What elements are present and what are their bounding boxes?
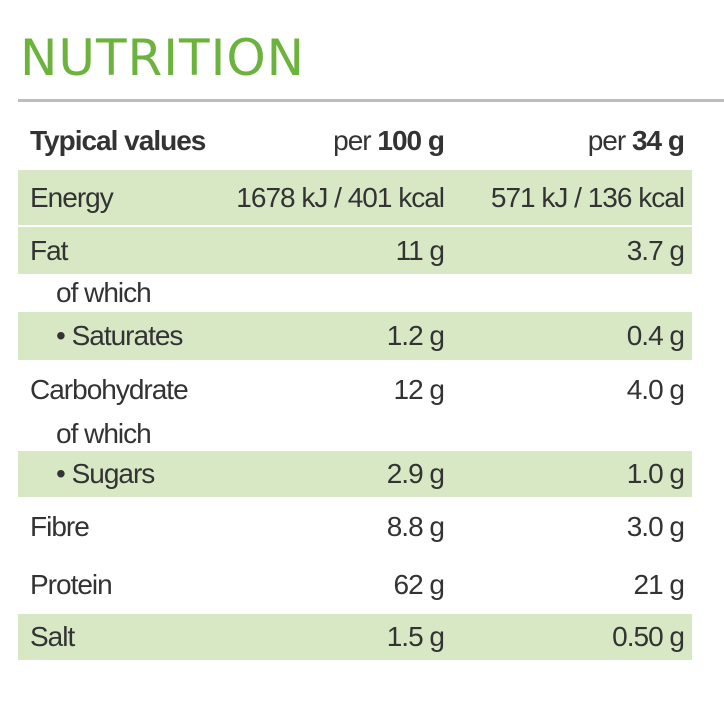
table-row-salt: Salt 1.5 g 0.50 g xyxy=(18,612,692,660)
title-divider xyxy=(18,99,724,102)
row-per-serving: 571 kJ / 136 kcal xyxy=(490,181,685,213)
header-per-100g: per 100 g xyxy=(230,125,446,157)
row-per-100g: 12 g xyxy=(393,373,446,405)
header-label: Typical values xyxy=(30,125,206,156)
row-label: Salt xyxy=(30,621,75,652)
row-per-100g: 1.2 g xyxy=(386,320,445,351)
row-per-serving: 3.0 g xyxy=(626,511,685,542)
row-per-serving: 4.0 g xyxy=(626,373,685,405)
row-label: of which xyxy=(56,418,152,449)
row-label: • Sugars xyxy=(56,458,155,489)
row-label: Fat xyxy=(30,234,68,266)
row-per-serving: 0.4 g xyxy=(626,320,685,351)
table-row-fibre: Fibre 8.8 g 3.0 g xyxy=(18,497,692,555)
row-per-100g: 11 g xyxy=(395,234,445,266)
table-row-energy: Energy 1678 kJ / 401 kcal 571 kJ / 136 k… xyxy=(18,168,692,225)
row-per-serving: 3.7 g xyxy=(626,234,685,266)
row-label: • Saturates xyxy=(56,320,183,351)
table-row-fat-of-which: of which xyxy=(18,274,692,310)
row-label: of which xyxy=(56,277,152,308)
page-title: NUTRITION xyxy=(20,29,306,87)
table-row-saturates: • Saturates 1.2 g 0.4 g xyxy=(18,310,692,360)
header-per-100g-qty: 100 g xyxy=(377,125,445,156)
header-per-serving-qty: 34 g xyxy=(631,125,685,156)
row-label: Energy xyxy=(30,181,114,213)
table-row-sugars: • Sugars 2.9 g 1.0 g xyxy=(18,449,692,497)
row-per-serving: 21 g xyxy=(633,568,686,600)
header-per-serving-prefix: per xyxy=(587,125,626,156)
row-per-100g: 62 g xyxy=(393,568,446,600)
table-row-protein: Protein 62 g 21 g xyxy=(18,555,692,612)
row-label: Protein xyxy=(30,568,113,600)
table-header-row: Typical values per 100 g per 34 g xyxy=(18,112,692,168)
row-per-serving: 0.50 g xyxy=(612,621,685,652)
table-row-carbohydrate-of-which: of which xyxy=(18,417,692,449)
table-row-carbohydrate: Carbohydrate 12 g 4.0 g xyxy=(18,360,692,417)
table-row-fat: Fat 11 g 3.7 g xyxy=(18,225,692,274)
row-per-100g: 1678 kJ / 401 kcal xyxy=(236,181,445,213)
row-per-100g: 8.8 g xyxy=(386,511,445,542)
row-per-100g: 2.9 g xyxy=(386,458,445,489)
header-per-serving: per 34 g xyxy=(446,125,692,157)
row-per-100g: 1.5 g xyxy=(386,621,445,652)
nutrition-table: Typical values per 100 g per 34 g Energy… xyxy=(18,112,692,660)
header-per-100g-prefix: per xyxy=(333,125,371,156)
row-per-serving: 1.0 g xyxy=(626,458,685,489)
row-label: Fibre xyxy=(30,511,90,542)
row-label: Carbohydrate xyxy=(30,373,189,405)
